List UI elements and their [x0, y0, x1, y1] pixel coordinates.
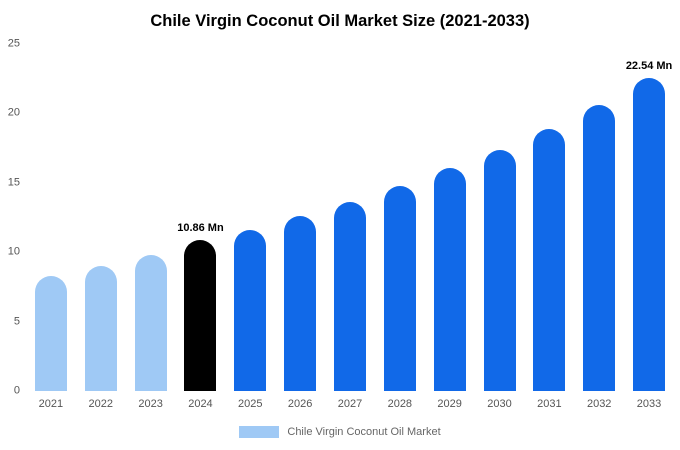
- chart-title: Chile Virgin Coconut Oil Market Size (20…: [150, 12, 530, 30]
- bar-column-2022: [76, 44, 126, 391]
- bar-column-2033: 22.54 Mn: [624, 44, 674, 391]
- bar-2021[interactable]: [34, 275, 67, 391]
- bar-column-2021: [26, 44, 76, 391]
- x-tick-label-2023: 2023: [138, 398, 163, 410]
- x-tick-label-2032: 2032: [586, 398, 612, 410]
- bar-2030[interactable]: [483, 149, 516, 391]
- x-tick-label-2027: 2027: [337, 398, 363, 410]
- x-tick-label-2033: 2033: [636, 398, 662, 410]
- x-tick-label-2028: 2028: [387, 398, 413, 410]
- x-tick-label-2025: 2025: [238, 398, 263, 410]
- bar-column-2032: [574, 44, 624, 391]
- y-tick-label-25: 25: [7, 37, 20, 50]
- chart-body: 0 5 10 15 20 25 10.86 Mn 22.54 Mn 2021 2022 2023…: [0, 38, 680, 410]
- x-tick-label-2031: 2031: [537, 398, 562, 410]
- bar-column-2026: [275, 44, 325, 391]
- bar-column-2030: [475, 44, 525, 391]
- bar-2022[interactable]: [84, 266, 117, 391]
- bar-column-2025: [225, 44, 275, 391]
- y-tick-label-5: 5: [13, 315, 20, 328]
- y-axis: 0 5 10 15 20 25: [0, 38, 26, 396]
- bar-2025[interactable]: [234, 230, 267, 391]
- bar-2033[interactable]: [633, 78, 666, 391]
- x-tick-label-2024: 2024: [188, 398, 213, 410]
- value-label-2033: 22.54 Mn: [625, 60, 673, 73]
- value-label-2024: 10.86 Mn: [177, 222, 224, 235]
- x-tick-label-2021: 2021: [38, 398, 64, 410]
- bar-column-2024: 10.86 Mn: [176, 44, 226, 391]
- bar-2024[interactable]: [184, 240, 217, 391]
- x-tick-label-2030: 2030: [487, 398, 512, 410]
- x-tick-label-2022: 2022: [88, 398, 113, 410]
- bar-2032[interactable]: [583, 105, 616, 391]
- y-tick-label-0: 0: [13, 384, 20, 397]
- x-tick-label-2029: 2029: [437, 398, 462, 410]
- x-axis-labels: 2021 2022 2023 2024 2025 2026 2027 2028 2029 2030…: [26, 398, 674, 410]
- bar-2028[interactable]: [383, 185, 416, 391]
- bar-column-2028: [375, 44, 425, 391]
- bar-column-2029: [425, 44, 475, 391]
- bar-column-2027: [325, 44, 375, 391]
- y-tick-label-10: 10: [7, 245, 20, 258]
- legend-swatch-icon: [239, 426, 280, 438]
- bar-column-2023: [126, 44, 176, 391]
- bar-2029[interactable]: [433, 167, 466, 391]
- plot-area: 10.86 Mn 22.54 Mn: [26, 44, 674, 391]
- legend-label: Chile Virgin Coconut Oil Market: [287, 426, 441, 438]
- legend: Chile Virgin Coconut Oil Market: [0, 426, 680, 438]
- x-tick-label-2026: 2026: [287, 398, 313, 410]
- bar-2031[interactable]: [533, 128, 566, 391]
- bar-2023[interactable]: [134, 254, 167, 391]
- y-tick-label-15: 15: [7, 176, 20, 189]
- bar-column-2031: [524, 44, 574, 391]
- bar-2027[interactable]: [333, 202, 366, 391]
- plot-region: 10.86 Mn 22.54 Mn 2021 2022 2023 2024 2025 202…: [26, 44, 674, 410]
- y-tick-label-20: 20: [7, 106, 20, 119]
- bar-2026[interactable]: [284, 216, 317, 391]
